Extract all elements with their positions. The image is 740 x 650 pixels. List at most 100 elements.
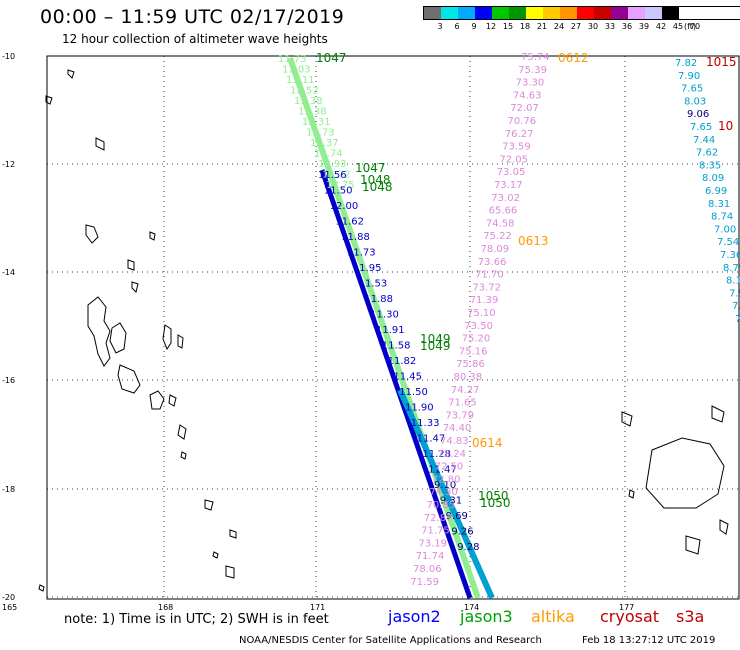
s3a-value: 8.74 <box>711 212 733 223</box>
jason2-value: 11.82 <box>388 356 417 367</box>
color-swatch <box>458 7 475 19</box>
lat-label: -16 <box>2 376 15 385</box>
color-swatch <box>560 7 577 19</box>
color-tick-label: (ft) <box>683 22 697 31</box>
jason2-track-line <box>319 169 473 599</box>
footer-note: note: 1) Time is in UTC; 2) SWH is in fe… <box>64 612 329 627</box>
s3a-value: 8.09 <box>702 173 724 184</box>
color-swatch <box>424 7 441 19</box>
color-tick-label: 33 <box>604 22 616 31</box>
altika-value: 78.09 <box>481 244 510 255</box>
color-tick-label: 21 <box>536 22 548 31</box>
altika-value: 71.59 <box>410 577 439 588</box>
jason2-value: 11.47 <box>428 465 457 476</box>
lon-label: 174 <box>464 603 479 612</box>
island-outline <box>38 584 45 592</box>
altika-value: 73.72 <box>472 282 501 293</box>
color-swatch <box>509 7 526 19</box>
s3a-track-line <box>397 388 495 600</box>
jason2-value: 11.95 <box>353 263 382 274</box>
altika-value: 70.76 <box>508 116 537 127</box>
s3a-value: 7.44 <box>693 135 715 146</box>
altika-value: 75.39 <box>518 65 547 76</box>
color-swatch <box>628 7 645 19</box>
island-outline <box>229 529 237 539</box>
altika-value: 73.17 <box>494 180 523 191</box>
s3a-value: 7.65 <box>681 84 703 95</box>
altika-value: 75.20 <box>462 334 491 345</box>
color-tick-label: 3 <box>437 22 443 31</box>
altika-value: 71.70 <box>475 270 504 281</box>
island-outline <box>95 137 105 151</box>
altika-value: 72.87 <box>424 513 453 524</box>
altika-time-label: 0612 <box>558 51 589 65</box>
lat-label: -18 <box>2 485 15 494</box>
island-outline <box>45 95 53 105</box>
jason3-value: 13.31 <box>302 117 331 128</box>
altika-value: 73.30 <box>516 78 545 89</box>
island-outline <box>719 519 729 535</box>
jason3-value: 12.93 <box>318 159 347 170</box>
island-outline <box>85 224 99 244</box>
altika-time-label: 0614 <box>472 436 503 450</box>
altika-value: 74.58 <box>486 218 515 229</box>
jason2-value: 9.10 <box>434 480 456 491</box>
jason3-value: 12.52 <box>290 86 319 97</box>
jason3-time-label: 1049 <box>420 332 451 346</box>
satellite-legend-item: jason3 <box>460 607 513 626</box>
lon-label: 177 <box>619 603 634 612</box>
color-swatch <box>543 7 560 19</box>
altika-value: 73.79 <box>445 410 474 421</box>
color-tick-label: 24 <box>553 22 565 31</box>
altika-value: 73.59 <box>502 142 531 153</box>
altika-value: 70.85 <box>427 500 456 511</box>
s3a-value: 7.82 <box>675 58 697 69</box>
island-outline <box>628 489 635 499</box>
altika-value: 73.02 <box>491 193 520 204</box>
altika-value: 73.24 <box>437 449 466 460</box>
jason2-value: 11.73 <box>347 248 376 259</box>
island-outline <box>131 281 139 293</box>
jason3-value: 13.03 <box>282 65 311 76</box>
footer-timestamp: Feb 18 13:27:12 UTC 2019 <box>582 635 716 646</box>
s3a-value: 7. <box>738 327 740 338</box>
s3a-value: 8.14 <box>726 276 740 287</box>
jason2-value: 11.58 <box>382 341 411 352</box>
altika-value: 75.10 <box>467 308 496 319</box>
color-tick-label: 15 <box>502 22 514 31</box>
island-outline <box>225 565 235 579</box>
jason2-value: 12.00 <box>330 201 359 212</box>
jason2-value: 11.47 <box>417 434 446 445</box>
altika-value: 74.27 <box>451 385 480 396</box>
color-legend-ticks: 3 6 9 12 15 18 21 24 27 30 33 36 39 42 45 70 (ft) <box>423 20 740 32</box>
jason3-value: 12.73 <box>306 128 335 139</box>
color-tick-label: 36 <box>621 22 633 31</box>
island-outline <box>212 551 219 559</box>
s3a-value: 7.62 <box>696 148 718 159</box>
island-outline <box>685 535 701 555</box>
s3a-value: 7. <box>735 314 740 325</box>
jason2-value: 9.28 <box>457 542 479 553</box>
lat-label: -20 <box>2 593 15 602</box>
altika-value: 74.30 <box>429 487 458 498</box>
lon-label: 168 <box>158 603 173 612</box>
altika-value: 73.66 <box>478 257 507 268</box>
lat-label: -14 <box>2 268 15 277</box>
jason2-value: 9.26 <box>451 527 473 538</box>
coastlines <box>38 69 729 592</box>
s3a-value: 7.54 <box>717 237 739 248</box>
island-outline <box>149 390 165 410</box>
lon-label: 171 <box>310 603 325 612</box>
color-swatch <box>645 7 662 19</box>
color-tick-label: 42 <box>655 22 667 31</box>
island-outline <box>177 424 187 440</box>
jason2-value: 11.88 <box>341 232 370 243</box>
altika-value: 72.07 <box>510 103 539 114</box>
island-outline <box>168 394 177 407</box>
island-outline <box>109 322 127 354</box>
s3a-value: 8.03 <box>684 96 706 107</box>
page-subtitle: 12 hour collection of altimeter wave hei… <box>62 32 328 46</box>
altika-value: 73.19 <box>418 538 447 549</box>
lat-label: -10 <box>2 52 15 61</box>
